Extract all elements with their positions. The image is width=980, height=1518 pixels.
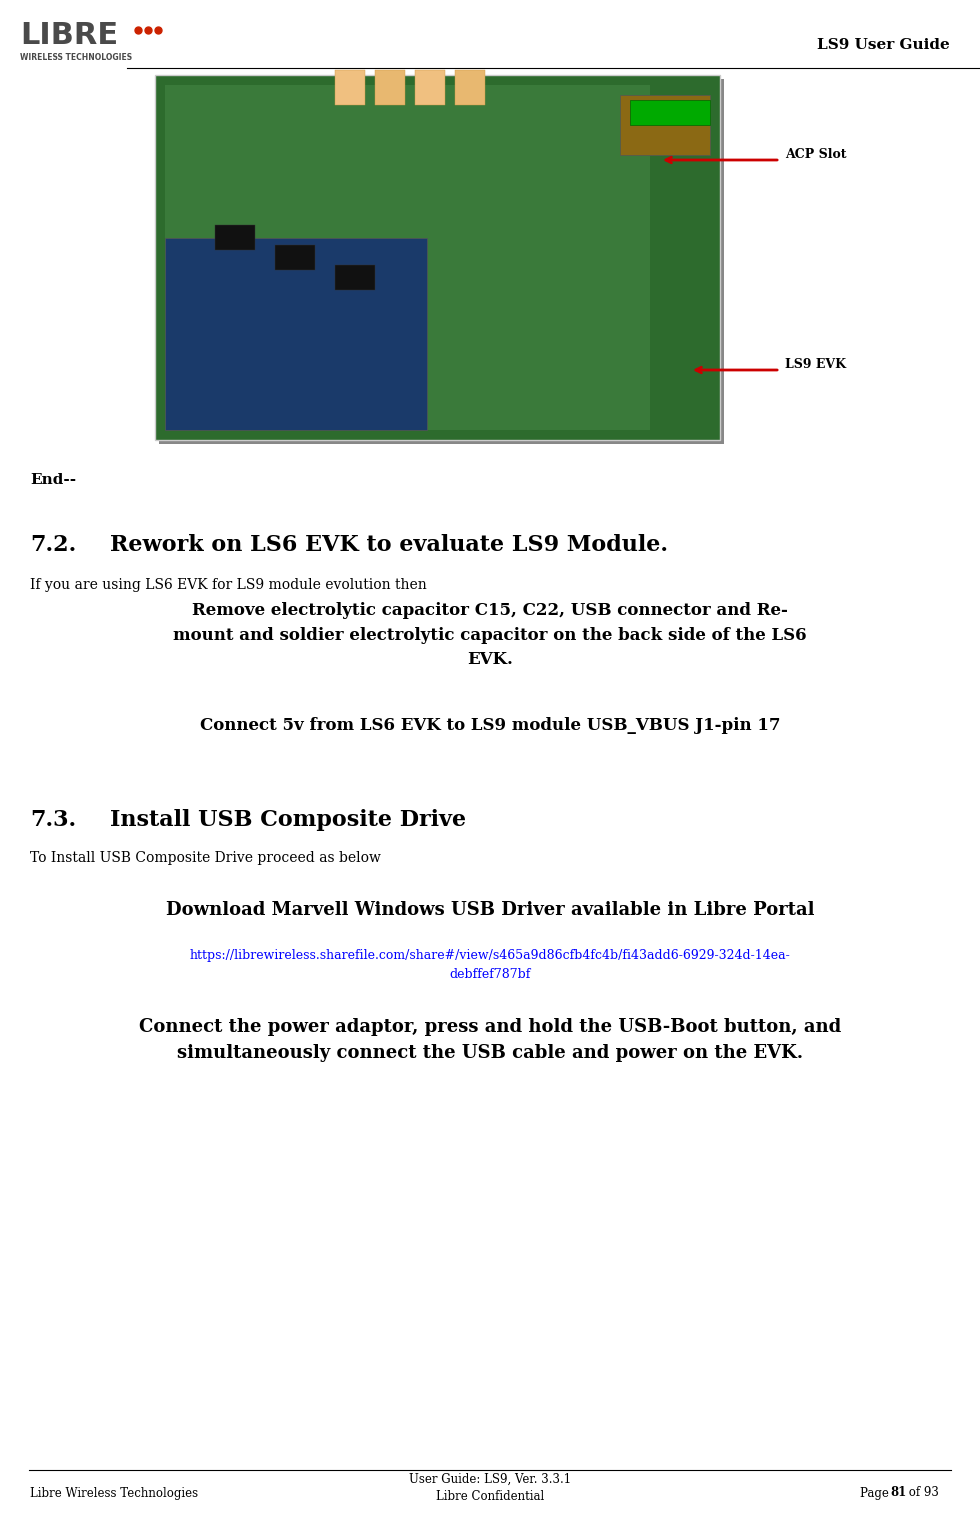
Text: Remove electrolytic capacitor C15, C22, USB connector and Re-
mount and soldier : Remove electrolytic capacitor C15, C22, …	[173, 601, 807, 668]
Bar	[630, 100, 710, 124]
Text: Rework on LS6 EVK to evaluate LS9 Module.: Rework on LS6 EVK to evaluate LS9 Module…	[110, 534, 668, 556]
Text: of 93: of 93	[905, 1486, 939, 1500]
Bar	[415, 70, 445, 105]
Text: Connect the power adaptor, press and hold the USB-Boot button, and
simultaneousl: Connect the power adaptor, press and hol…	[139, 1017, 841, 1063]
Bar	[335, 266, 375, 290]
Text: ACP Slot: ACP Slot	[785, 149, 847, 161]
Bar	[375, 70, 405, 105]
Text: Connect 5v from LS6 EVK to LS9 module USB_VBUS J1-pin 17: Connect 5v from LS6 EVK to LS9 module US…	[200, 716, 780, 733]
Text: End--: End--	[30, 474, 76, 487]
Text: https://librewireless.sharefile.com/share#/view/s465a9d86cfb4fc4b/fi43add6-6929-: https://librewireless.sharefile.com/shar…	[189, 949, 791, 981]
Bar	[215, 225, 255, 250]
Text: Download Marvell Windows USB Driver available in Libre Portal: Download Marvell Windows USB Driver avai…	[166, 902, 814, 918]
Bar	[165, 238, 427, 430]
Text: Libre Wireless Technologies: Libre Wireless Technologies	[30, 1486, 198, 1500]
Text: To Install USB Composite Drive proceed as below: To Install USB Composite Drive proceed a…	[30, 852, 381, 865]
Bar	[155, 74, 720, 440]
Text: User Guide: LS9, Ver. 3.3.1
Libre Confidential: User Guide: LS9, Ver. 3.3.1 Libre Confid…	[409, 1472, 571, 1503]
Text: 7.3.: 7.3.	[30, 809, 76, 830]
Text: Page: Page	[860, 1486, 893, 1500]
Text: WIRELESS TECHNOLOGIES: WIRELESS TECHNOLOGIES	[20, 53, 132, 62]
Bar	[159, 79, 724, 443]
Text: LS9 EVK: LS9 EVK	[785, 358, 846, 372]
Text: 81: 81	[890, 1486, 906, 1500]
Text: LIBRE: LIBRE	[20, 21, 119, 50]
Bar	[620, 96, 710, 155]
Text: Install USB Composite Drive: Install USB Composite Drive	[110, 809, 466, 830]
Bar	[335, 70, 365, 105]
Bar	[275, 244, 315, 270]
Text: If you are using LS6 EVK for LS9 module evolution then: If you are using LS6 EVK for LS9 module …	[30, 578, 426, 592]
Bar	[165, 85, 650, 430]
Text: 7.2.: 7.2.	[30, 534, 76, 556]
Bar	[455, 70, 485, 105]
Text: LS9 User Guide: LS9 User Guide	[817, 38, 950, 52]
